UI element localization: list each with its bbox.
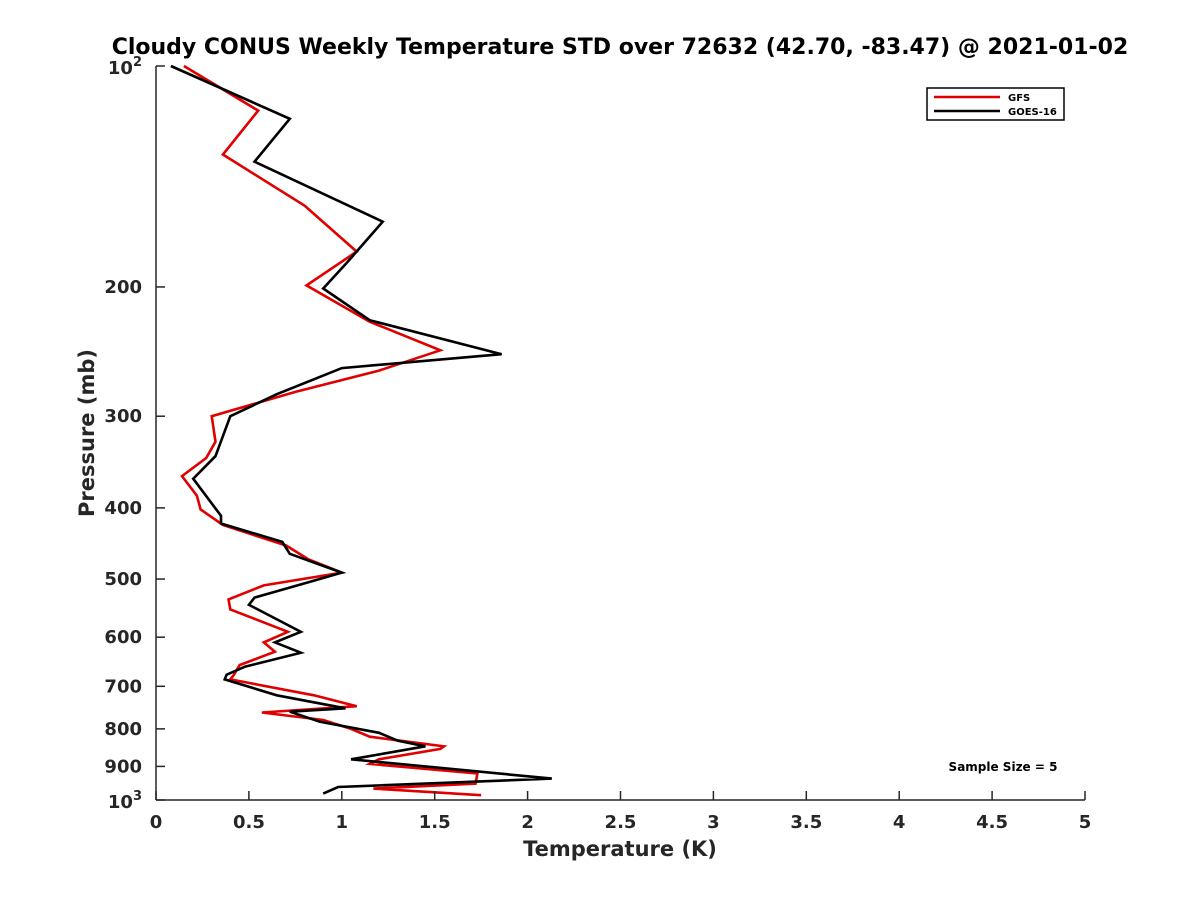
legend-label-goes16: GOES-16 (1008, 107, 1057, 118)
x-tick-label: 5 (1079, 812, 1092, 833)
y-tick-label: 700 (104, 676, 142, 697)
x-tick-label: 0 (150, 812, 163, 833)
y-tick-label: 900 (104, 756, 142, 777)
y-axis-label: Pressure (mb) (75, 349, 99, 517)
y-axis-ticks: 200 300 400 500 600 700 800 900 102 103 (104, 55, 165, 813)
x-tick-label: 1.5 (419, 812, 451, 833)
y-tick-label: 500 (104, 569, 142, 590)
y-tick-label: 103 (108, 789, 142, 813)
sample-size-annotation: Sample Size = 5 (949, 760, 1058, 774)
series-line-gfs (180, 64, 482, 797)
x-tick-label: 0.5 (233, 812, 265, 833)
y-tick-label: 300 (104, 406, 142, 427)
chart-legend: GFS GOES-16 (926, 87, 1065, 121)
series-line-goes16 (170, 64, 552, 795)
legend-box (926, 87, 1065, 121)
x-tick-label: 3.5 (790, 812, 822, 833)
x-tick-label: 4.5 (976, 812, 1008, 833)
plot-area (170, 64, 552, 797)
x-tick-label: 1 (336, 812, 349, 833)
x-tick-label: 4 (893, 812, 906, 833)
y-tick-label: 800 (104, 719, 142, 740)
x-axis-ticks: 0 0.5 1 1.5 2 2.5 3 3.5 4 4.5 5 (150, 791, 1092, 833)
y-tick-label: 600 (104, 627, 142, 648)
x-tick-label: 3 (707, 812, 720, 833)
y-tick-label: 200 (104, 277, 142, 298)
x-tick-label: 2.5 (605, 812, 637, 833)
x-axis-label: Temperature (K) (523, 837, 717, 861)
legend-label-gfs: GFS (1008, 93, 1030, 104)
y-tick-label: 102 (108, 55, 142, 79)
x-tick-label: 2 (521, 812, 534, 833)
chart-title: Cloudy CONUS Weekly Temperature STD over… (112, 35, 1129, 60)
y-tick-label: 400 (104, 498, 142, 519)
